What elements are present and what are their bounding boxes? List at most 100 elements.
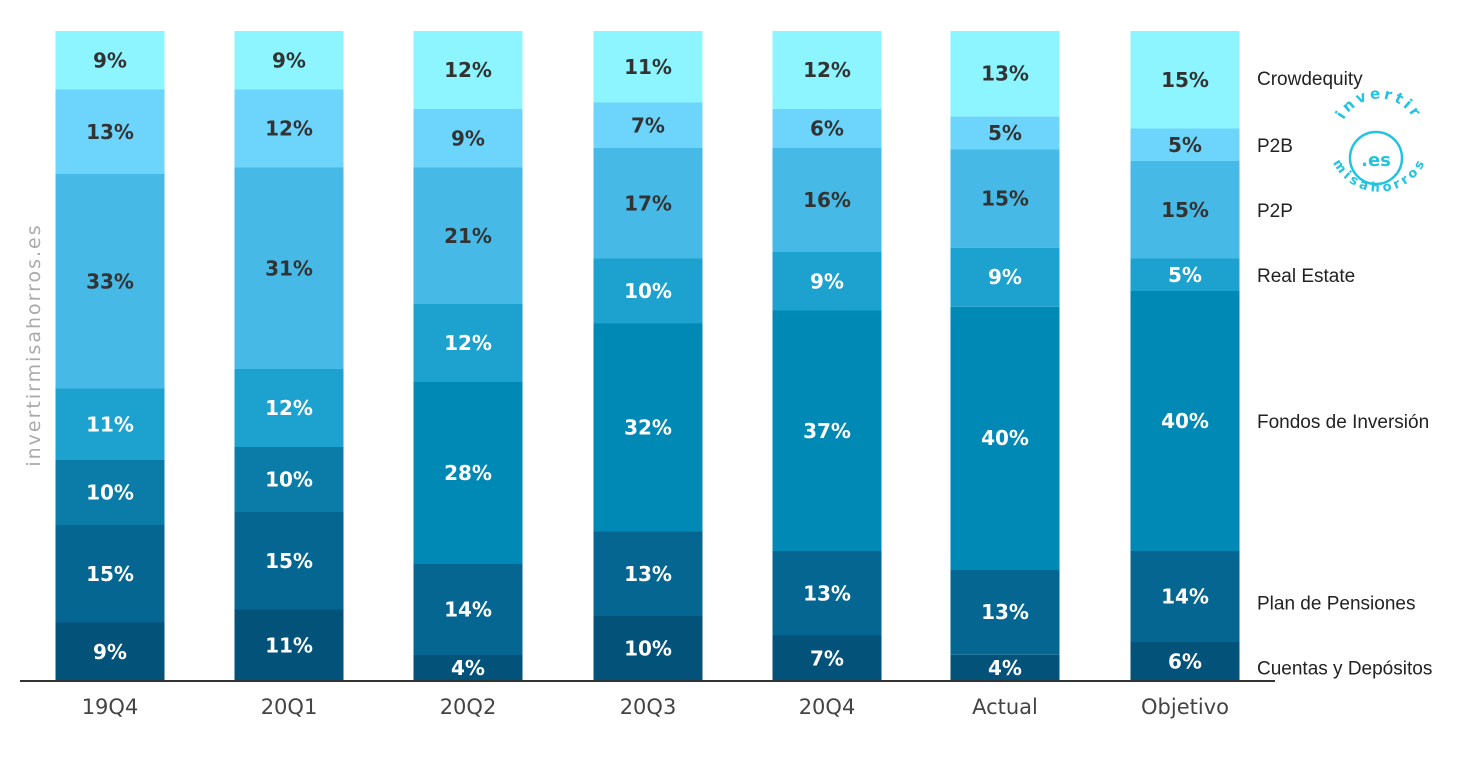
data-label: 40% bbox=[981, 426, 1029, 450]
bars-group: 9% 15% 10% 11% 33% 13% 9% 11% 15% 10% 12% 31% 12% 9% 4… bbox=[55, 31, 1240, 681]
bar-segment bbox=[413, 564, 523, 655]
bar-segment bbox=[950, 654, 1060, 681]
category-label: Actual bbox=[972, 695, 1038, 719]
bar-segment bbox=[413, 655, 523, 681]
bar-segment bbox=[950, 569, 1060, 655]
data-label: 11% bbox=[265, 633, 313, 657]
bar-segment bbox=[234, 512, 344, 610]
bar-segment bbox=[413, 31, 523, 109]
data-label: 10% bbox=[86, 481, 134, 505]
category-label: Objetivo bbox=[1141, 695, 1229, 719]
data-label: 11% bbox=[86, 412, 134, 436]
bar-segment bbox=[55, 622, 165, 681]
data-label: 40% bbox=[1161, 409, 1209, 433]
data-label: 5% bbox=[988, 121, 1022, 145]
data-label: 10% bbox=[624, 637, 672, 661]
data-label: 7% bbox=[810, 646, 844, 670]
bar-segment bbox=[593, 148, 703, 259]
logo-center-text: .es bbox=[1361, 150, 1391, 171]
bar-segment bbox=[772, 148, 882, 252]
data-label: 13% bbox=[86, 120, 134, 144]
data-label: 12% bbox=[265, 117, 313, 141]
data-label: 33% bbox=[86, 269, 134, 293]
data-label: 5% bbox=[1168, 133, 1202, 157]
bar-segment bbox=[950, 116, 1060, 150]
data-label: 13% bbox=[981, 600, 1029, 624]
data-label: 6% bbox=[810, 117, 844, 141]
data-label: 15% bbox=[1161, 198, 1209, 222]
bar-segment bbox=[413, 109, 523, 168]
bar-segment bbox=[1130, 642, 1240, 681]
bar-segment bbox=[593, 531, 703, 616]
bar-segment bbox=[1130, 161, 1240, 259]
data-label: 32% bbox=[624, 416, 672, 440]
bar-segment bbox=[413, 382, 523, 564]
category-label: 20Q4 bbox=[799, 695, 856, 719]
bar-segment bbox=[55, 174, 165, 389]
data-label: 9% bbox=[810, 269, 844, 293]
data-label: 10% bbox=[624, 279, 672, 303]
bar-segment bbox=[55, 89, 165, 174]
legend-entry: Real Estate bbox=[1257, 266, 1355, 287]
bar-segment bbox=[772, 252, 882, 311]
bar-segment bbox=[234, 369, 344, 447]
bar-segment bbox=[772, 551, 882, 636]
data-label: 7% bbox=[631, 113, 665, 137]
data-label: 4% bbox=[988, 656, 1022, 680]
legend-entry: Fondos de Inversión bbox=[1257, 412, 1429, 433]
bar-segment bbox=[234, 89, 344, 168]
bar-segment bbox=[593, 323, 703, 532]
legend-entry: P2P bbox=[1257, 201, 1293, 222]
bar-segment bbox=[950, 247, 1060, 307]
data-label: 5% bbox=[1168, 263, 1202, 287]
bar-segment bbox=[55, 31, 165, 90]
data-label: 37% bbox=[803, 419, 851, 443]
data-label: 14% bbox=[1161, 585, 1209, 609]
bar-segment bbox=[234, 447, 344, 512]
data-label: 11% bbox=[624, 55, 672, 79]
data-label: 9% bbox=[93, 640, 127, 664]
bar-segment bbox=[772, 635, 882, 681]
data-label: 31% bbox=[265, 256, 313, 280]
bar-segment bbox=[772, 310, 882, 551]
data-label: 12% bbox=[803, 58, 851, 82]
bar-segment bbox=[413, 304, 523, 382]
svg-text:invertir: invertir bbox=[1332, 84, 1427, 122]
bar-segment bbox=[55, 525, 165, 623]
data-label: 12% bbox=[265, 396, 313, 420]
data-label: 21% bbox=[444, 224, 492, 248]
bar-segment bbox=[1130, 128, 1240, 161]
bar-segment bbox=[413, 167, 523, 304]
bar-segment bbox=[593, 616, 703, 681]
legend-entry: Cuentas y Depósitos bbox=[1257, 659, 1432, 680]
bar-segment bbox=[55, 388, 165, 460]
data-label: 15% bbox=[265, 549, 313, 573]
data-label: 4% bbox=[451, 656, 485, 680]
data-label: 16% bbox=[803, 188, 851, 212]
watermark: invertirmisahorros.es bbox=[23, 223, 45, 466]
data-label: 13% bbox=[624, 562, 672, 586]
bar-segment bbox=[593, 258, 703, 324]
category-labels-group: 19Q4 20Q1 20Q2 20Q3 20Q4 Actual Objetivo bbox=[82, 695, 1229, 719]
legend-group: Cuentas y Depósitos Plan de Pensiones Fond… bbox=[1257, 69, 1432, 680]
bar-segment bbox=[234, 609, 344, 681]
data-label: 14% bbox=[444, 598, 492, 622]
data-label: 9% bbox=[93, 48, 127, 72]
bar-segment bbox=[950, 306, 1060, 570]
bar-segment bbox=[593, 31, 703, 103]
category-label: 20Q3 bbox=[620, 695, 677, 719]
data-label: 9% bbox=[272, 48, 306, 72]
bar-segment bbox=[1130, 258, 1240, 291]
category-label: 19Q4 bbox=[82, 695, 139, 719]
data-label: 15% bbox=[981, 186, 1029, 210]
data-label: 13% bbox=[803, 581, 851, 605]
bar-segment bbox=[772, 109, 882, 148]
data-label: 6% bbox=[1168, 650, 1202, 674]
data-label: 10% bbox=[265, 468, 313, 492]
bar-segment bbox=[772, 31, 882, 109]
legend-entry: P2B bbox=[1257, 136, 1293, 157]
bar-segment bbox=[1130, 291, 1240, 551]
bar-segment bbox=[55, 460, 165, 525]
bar-segment bbox=[1130, 31, 1240, 129]
bar-segment bbox=[234, 31, 344, 90]
